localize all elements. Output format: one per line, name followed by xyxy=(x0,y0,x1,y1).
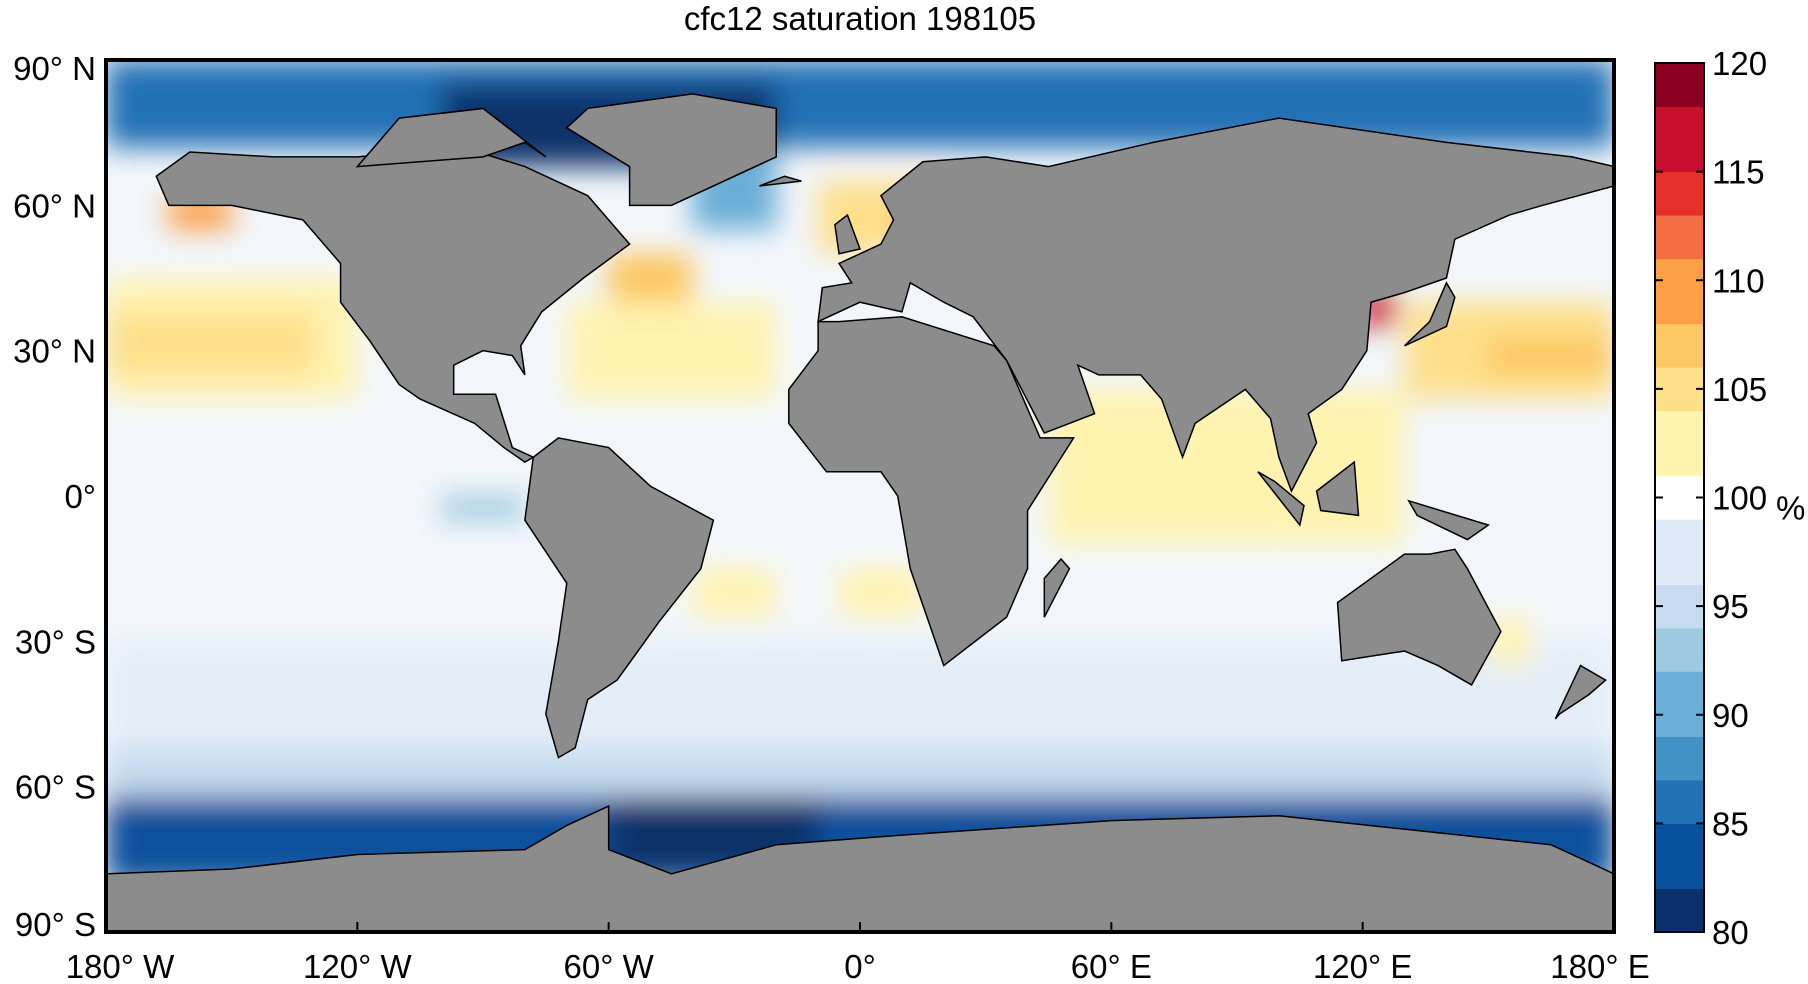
y-tick-label: 60° S xyxy=(15,769,96,806)
colorbar-segment xyxy=(1655,128,1704,151)
landmass xyxy=(155,146,631,463)
landmass xyxy=(1043,557,1071,618)
y-tick-label: 30° N xyxy=(13,333,96,370)
landmass xyxy=(1407,499,1491,541)
landmass xyxy=(1336,548,1502,686)
saturation-region xyxy=(608,253,693,303)
colorbar-segment xyxy=(1655,714,1704,737)
y-tick-label: 90° S xyxy=(15,906,96,943)
colorbar-segment xyxy=(1655,606,1704,629)
colorbar-segment xyxy=(1655,758,1704,781)
colorbar-segment xyxy=(1655,149,1704,173)
saturation-region xyxy=(441,496,525,521)
colorbar-segment xyxy=(1655,258,1704,281)
y-tick-label: 60° N xyxy=(13,187,96,224)
landmass xyxy=(1554,664,1607,720)
saturation-region xyxy=(1488,336,1614,375)
colorbar-segment xyxy=(1655,388,1704,412)
map-title: cfc12 saturation 198105 xyxy=(683,0,1037,37)
saturation-region xyxy=(106,747,1614,797)
colorbar-segment xyxy=(1655,649,1704,672)
colorbar-segment xyxy=(1655,671,1704,694)
colorbar-segment xyxy=(1655,236,1704,260)
landmass xyxy=(1315,460,1360,517)
x-tick-label: 60° E xyxy=(1071,948,1152,984)
x-tick-label: 60° W xyxy=(564,948,655,984)
colorbar-segment xyxy=(1655,823,1704,846)
colorbar-tick-label: 90 xyxy=(1712,697,1749,734)
x-tick-label: 0° xyxy=(844,948,876,984)
colorbar-segment xyxy=(1655,280,1704,303)
colorbar-tick-label: 85 xyxy=(1712,805,1749,842)
colorbar-segment xyxy=(1655,475,1704,498)
colorbar-segment xyxy=(1655,215,1704,238)
colorbar-tick-label: 115 xyxy=(1712,154,1765,191)
landmass xyxy=(759,175,802,187)
colorbar-segment xyxy=(1655,171,1704,194)
landmass xyxy=(788,315,1075,667)
colorbar-unit: % xyxy=(1776,490,1805,527)
colorbar-segment xyxy=(1655,540,1704,564)
landmass xyxy=(834,213,861,255)
y-tick-label: 90° N xyxy=(13,50,96,87)
colorbar-segment xyxy=(1655,779,1704,803)
landmass xyxy=(565,93,777,207)
landmass xyxy=(524,437,715,759)
landmass xyxy=(355,107,547,168)
colorbar-segment xyxy=(1655,627,1704,651)
x-tick-label: 180° E xyxy=(1550,948,1649,984)
colorbar-segment xyxy=(1655,63,1704,86)
x-tick-label: 120° W xyxy=(303,948,412,984)
colorbar-segment xyxy=(1655,736,1704,759)
colorbar-tick-label: 100 xyxy=(1712,480,1767,517)
colorbar-segment xyxy=(1655,562,1704,585)
saturation-region xyxy=(566,302,777,400)
colorbar-segment xyxy=(1655,193,1704,216)
x-tick-label: 180° W xyxy=(66,948,175,984)
saturation-region xyxy=(106,311,316,375)
saturation-region xyxy=(839,568,923,618)
colorbar-segment xyxy=(1655,584,1704,607)
colorbar-tick-label: 110 xyxy=(1712,262,1765,299)
colorbar-tick-label: 105 xyxy=(1712,371,1767,408)
colorbar-segment xyxy=(1655,454,1704,477)
colorbar-segment xyxy=(1655,910,1704,933)
landmass xyxy=(106,804,1614,932)
colorbar-segment xyxy=(1655,323,1704,346)
landmass xyxy=(1404,281,1456,347)
colorbar-segment xyxy=(1655,845,1704,868)
colorbar-segment xyxy=(1655,84,1704,107)
colorbar-segment xyxy=(1655,345,1704,368)
colorbar-segment xyxy=(1655,888,1704,911)
x-tick-label: 120° E xyxy=(1313,948,1412,984)
colorbar-segment xyxy=(1655,519,1704,542)
colorbar-tick-label: 95 xyxy=(1712,588,1749,625)
colorbar-segment xyxy=(1655,497,1704,520)
colorbar-segment xyxy=(1655,432,1704,455)
colorbar-segment xyxy=(1655,801,1704,824)
colorbar-tick-label: 120 xyxy=(1712,45,1767,82)
colorbar-segment xyxy=(1655,693,1704,716)
y-tick-label: 30° S xyxy=(15,623,96,660)
y-tick-label: 0° xyxy=(64,478,96,515)
colorbar-segment xyxy=(1655,367,1704,390)
colorbar-segment xyxy=(1655,866,1704,890)
colorbar-tick-label: 80 xyxy=(1712,914,1749,951)
colorbar-segment xyxy=(1655,301,1704,325)
saturation-region xyxy=(692,568,777,618)
colorbar-segment xyxy=(1655,106,1704,129)
colorbar-segment xyxy=(1655,410,1704,433)
landmass xyxy=(1257,471,1305,527)
landmass xyxy=(817,117,1614,494)
